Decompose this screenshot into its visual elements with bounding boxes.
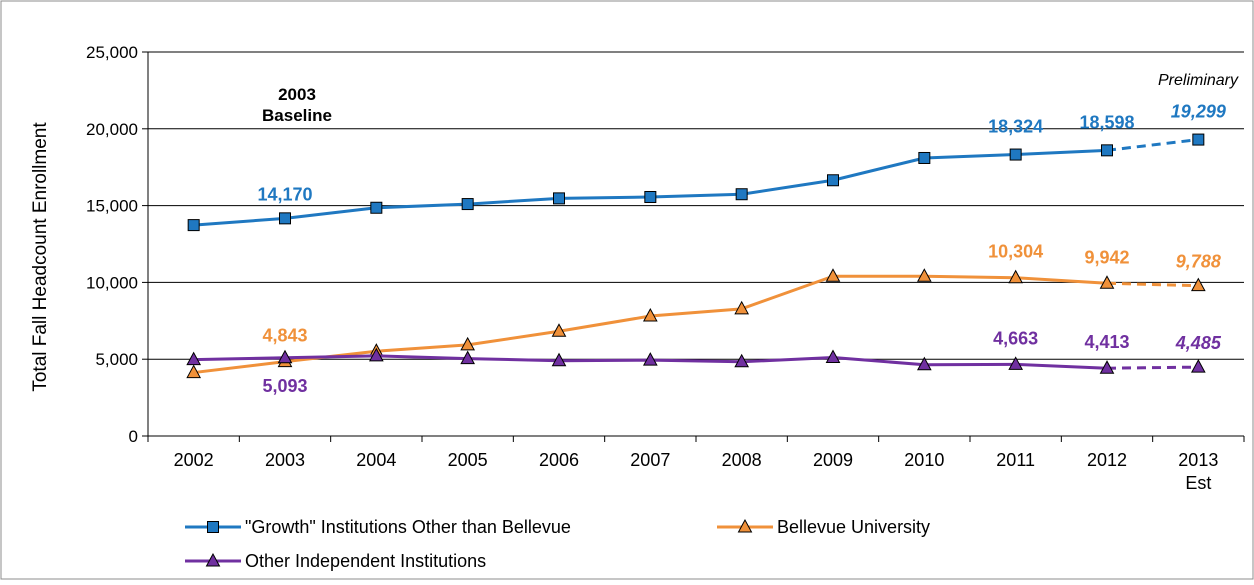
x-tick-label: 2004 <box>356 450 396 470</box>
data-point <box>642 352 658 366</box>
y-tick-label: 5,000 <box>95 350 138 369</box>
data-point <box>825 268 841 282</box>
x-tick-label: 2010 <box>904 450 944 470</box>
data-point <box>279 212 291 225</box>
legend-marker <box>205 552 221 567</box>
data-point <box>1008 269 1024 284</box>
data-point <box>1101 144 1113 157</box>
y-tick-label: 20,000 <box>86 120 138 139</box>
data-point <box>825 349 841 364</box>
data-point <box>460 350 476 365</box>
x-tick-sublabel: Est <box>1185 473 1211 493</box>
data-label: 9,942 <box>1084 247 1129 267</box>
data-point <box>1099 275 1115 289</box>
data-point <box>187 219 200 232</box>
x-tick-label: 2002 <box>174 450 214 470</box>
data-point <box>827 174 839 187</box>
data-label: 10,304 <box>988 242 1043 262</box>
data-point <box>916 356 932 371</box>
data-point <box>1190 359 1206 373</box>
y-axis-title: Total Fall Headcount Enrollment <box>30 122 51 392</box>
x-tick-label: 2012 <box>1087 450 1127 470</box>
legend-marker <box>207 521 219 533</box>
x-tick-label: 2005 <box>448 450 488 470</box>
data-label: 9,788 <box>1176 252 1221 272</box>
legend: "Growth" Institutions Other than Bellevu… <box>185 517 930 571</box>
baseline-annotation-year: 2003 <box>278 85 316 104</box>
x-tick-label: 2013 <box>1178 450 1218 470</box>
data-point <box>1192 133 1205 146</box>
data-label: 5,093 <box>262 376 307 396</box>
y-tick-label: 10,000 <box>86 273 138 292</box>
baseline-annotation-label: Baseline <box>262 106 332 125</box>
data-point <box>644 190 657 203</box>
x-tick-label: 2011 <box>996 450 1035 470</box>
data-label: 4,413 <box>1084 332 1129 352</box>
data-point <box>368 347 384 362</box>
data-point <box>642 307 658 322</box>
data-point <box>551 323 567 337</box>
series-lines <box>186 133 1206 379</box>
legend-label: "Growth" Institutions Other than Bellevu… <box>245 517 571 537</box>
preliminary-label: Preliminary <box>1158 72 1239 89</box>
data-point <box>1008 356 1024 370</box>
gridlines <box>148 51 1244 360</box>
data-point <box>735 188 748 201</box>
data-point <box>1190 277 1206 292</box>
y-tick-label: 15,000 <box>86 197 138 216</box>
data-point <box>1009 148 1022 161</box>
data-label: 4,485 <box>1175 333 1222 353</box>
x-tick-label: 2006 <box>539 450 579 470</box>
data-point <box>277 349 293 364</box>
data-point <box>461 198 474 211</box>
data-label: 18,324 <box>988 117 1043 137</box>
x-tick-label: 2007 <box>630 450 670 470</box>
legend-label: Other Independent Institutions <box>245 551 486 571</box>
data-label: 4,663 <box>993 328 1038 348</box>
data-label: 4,843 <box>262 326 307 346</box>
x-tick-label: 2008 <box>722 450 762 470</box>
data-point <box>186 364 202 379</box>
data-point <box>553 192 565 205</box>
y-tick-label: 25,000 <box>86 43 138 62</box>
series-line-estimate <box>1106 138 1199 152</box>
legend-marker <box>737 518 753 533</box>
data-point <box>734 300 750 315</box>
data-point <box>186 351 202 366</box>
series-line-estimate <box>1106 281 1199 288</box>
data-label: 14,170 <box>257 184 312 204</box>
data-label: 19,299 <box>1171 102 1226 122</box>
data-label: 18,598 <box>1079 112 1134 132</box>
x-tick-label: 2009 <box>813 450 853 470</box>
series-line-estimate <box>1106 365 1199 370</box>
data-point <box>460 336 476 351</box>
data-point <box>1099 360 1115 374</box>
data-point <box>916 268 932 282</box>
axes: 0 5,000 10,000 15,000 20,000 25,000 2002 2003 20… <box>86 43 1245 493</box>
x-tick-label: 2003 <box>265 450 305 470</box>
y-tick-label: 0 <box>129 427 138 446</box>
data-point <box>370 201 383 214</box>
data-labels: 14,170 18,324 18,598 19,299 4,843 10,304 9,942… <box>257 102 1225 396</box>
legend-label: Bellevue University <box>777 517 930 537</box>
data-point <box>551 352 567 367</box>
data-point <box>734 353 750 368</box>
data-point <box>918 151 931 164</box>
